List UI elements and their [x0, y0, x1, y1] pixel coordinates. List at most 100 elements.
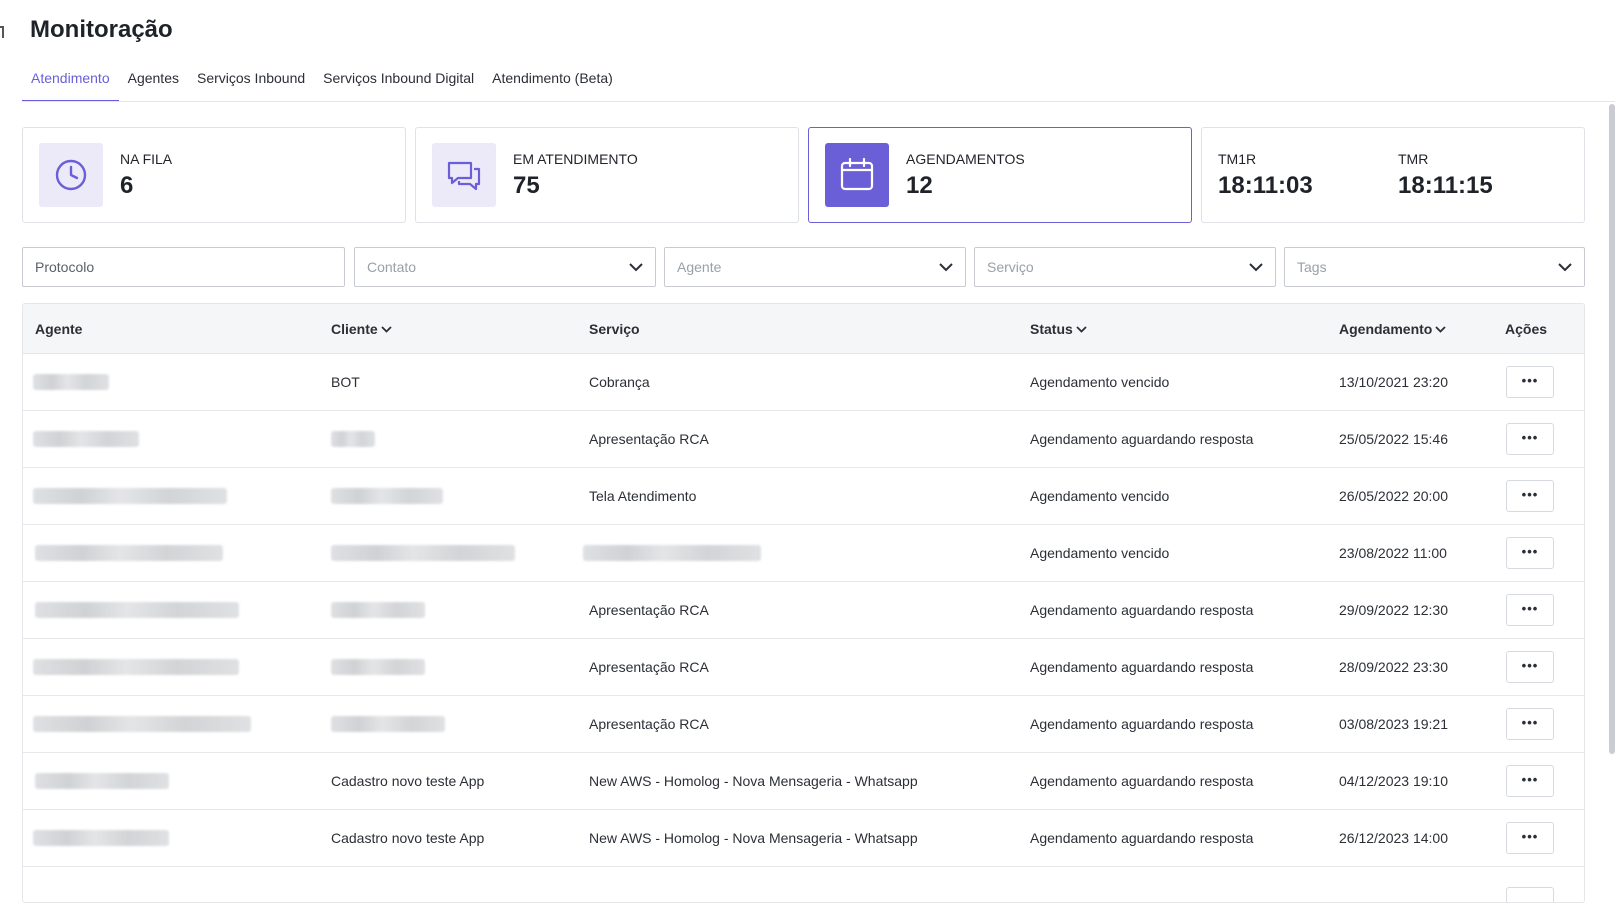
table-row[interactable]: Cadastro novo teste App New AWS - Homolo…	[23, 753, 1584, 810]
tags-placeholder: Tags	[1297, 259, 1327, 275]
table-row[interactable]: BOT Cobrança Agendamento vencido 13/10/2…	[23, 354, 1584, 411]
actions-cell: •••	[1506, 582, 1554, 638]
agendamento-cell: 25/05/2022 15:46	[1339, 431, 1448, 447]
agendamento-cell: 13/10/2021 23:20	[1339, 374, 1448, 390]
status-cell: Agendamento aguardando resposta	[1030, 602, 1254, 618]
servico-cell: New AWS - Homolog - Nova Mensageria - Wh…	[589, 830, 918, 846]
more-actions-button[interactable]: •••	[1506, 366, 1554, 398]
agendamento-cell: 26/12/2023 14:00	[1339, 830, 1448, 846]
cliente-cell-redacted	[331, 582, 425, 638]
servico-cell: Apresentação RCA	[589, 431, 709, 447]
tab-servicos-inbound[interactable]: Serviços Inbound	[196, 70, 306, 86]
tab-atendimento[interactable]: Atendimento	[22, 60, 119, 102]
page-title: Monitoração	[30, 16, 173, 43]
more-icon: •••	[1521, 828, 1539, 844]
col-label: Status	[1030, 321, 1073, 337]
card-value: 6	[120, 171, 134, 199]
more-actions-button[interactable]: •••	[1506, 537, 1554, 569]
status-cell: Agendamento aguardando resposta	[1030, 716, 1254, 732]
actions-cell: •••	[1506, 810, 1554, 866]
col-label: Ações	[1505, 321, 1548, 337]
col-label: Cliente	[331, 321, 378, 337]
agente-select[interactable]: Agente	[664, 247, 966, 287]
more-icon: •••	[1521, 372, 1539, 388]
chevron-down-icon	[1558, 262, 1572, 271]
more-icon: •••	[1521, 486, 1539, 502]
more-icon: •••	[1521, 714, 1539, 730]
table-row[interactable]: Agendamento vencido 23/08/2022 11:00 •••	[23, 525, 1584, 582]
status-cell: Agendamento vencido	[1030, 374, 1170, 390]
servico-cell: Tela Atendimento	[589, 488, 697, 504]
page-scrollbar[interactable]	[1609, 104, 1615, 754]
more-icon: •••	[1521, 429, 1539, 445]
table-row[interactable]: Tela Atendimento Agendamento vencido 26/…	[23, 468, 1584, 525]
cliente-cell: Cadastro novo teste App	[331, 773, 485, 789]
col-status-sort[interactable]: Status	[1030, 304, 1087, 354]
tabs-divider	[22, 101, 1615, 102]
actions-cell: •••	[1506, 639, 1554, 695]
servico-cell: New AWS - Homolog - Nova Mensageria - Wh…	[589, 773, 918, 789]
servico-placeholder: Serviço	[987, 259, 1034, 275]
servico-cell: Apresentação RCA	[589, 716, 709, 732]
tab-bar: Atendimento Agentes Serviços Inbound Ser…	[22, 60, 622, 102]
contato-placeholder: Contato	[367, 259, 417, 275]
table-row[interactable]: Apresentação RCA Agendamento aguardando …	[23, 696, 1584, 753]
more-actions-button[interactable]: •••	[1506, 594, 1554, 626]
chevron-down-icon	[1249, 262, 1263, 271]
contato-select[interactable]: Contato	[354, 247, 656, 287]
agendamento-cell: 28/09/2022 23:30	[1339, 659, 1448, 675]
agendamento-cell: 03/08/2023 19:21	[1339, 716, 1448, 732]
more-icon: •••	[1521, 771, 1539, 787]
card-agendamentos[interactable]: AGENDAMENTOS 12	[808, 127, 1192, 223]
servico-cell: Cobrança	[589, 374, 650, 390]
card-tempos: TM1R 18:11:03 TMR 18:11:15	[1201, 127, 1585, 223]
more-actions-button[interactable]: •••	[1506, 651, 1554, 683]
metric-tm1r: TM1R 18:11:03	[1218, 151, 1398, 200]
col-servico: Serviço	[589, 304, 640, 354]
card-em-atendimento[interactable]: EM ATENDIMENTO 75	[415, 127, 799, 223]
card-label: NA FILA	[120, 150, 173, 167]
cliente-cell-redacted	[331, 525, 515, 581]
tab-agentes[interactable]: Agentes	[127, 70, 179, 86]
more-icon: •••	[1521, 657, 1539, 673]
col-cliente-sort[interactable]: Cliente	[331, 304, 392, 354]
tags-select[interactable]: Tags	[1284, 247, 1585, 287]
table-row-partial[interactable]	[23, 867, 1584, 902]
agente-cell-redacted	[35, 753, 169, 809]
protocolo-input[interactable]: Protocolo	[22, 247, 345, 287]
col-acoes: Ações	[1505, 304, 1547, 354]
actions-cell: •••	[1506, 525, 1554, 581]
card-label: EM ATENDIMENTO	[513, 150, 638, 167]
more-actions-button[interactable]: •••	[1506, 423, 1554, 455]
table-row[interactable]: Cadastro novo teste App New AWS - Homolo…	[23, 810, 1584, 867]
chat-bubbles-icon	[432, 143, 496, 207]
tab-atendimento-beta[interactable]: Atendimento (Beta)	[492, 70, 613, 86]
col-agendamento-sort[interactable]: Agendamento	[1339, 304, 1446, 354]
cliente-cell-redacted	[331, 696, 445, 752]
agendamento-cell: 26/05/2022 20:00	[1339, 488, 1448, 504]
card-na-fila[interactable]: NA FILA 6	[22, 127, 406, 223]
clock-icon	[39, 143, 103, 207]
more-actions-button[interactable]: •••	[1506, 822, 1554, 854]
status-cell: Agendamento aguardando resposta	[1030, 830, 1254, 846]
card-label: AGENDAMENTOS	[906, 150, 1025, 167]
actions-cell: •••	[1506, 354, 1554, 410]
table-row[interactable]: Apresentação RCA Agendamento aguardando …	[23, 639, 1584, 696]
tab-servicos-inbound-digital[interactable]: Serviços Inbound Digital	[323, 70, 475, 86]
more-actions-button[interactable]: •••	[1506, 480, 1554, 512]
servico-select[interactable]: Serviço	[974, 247, 1276, 287]
status-cell: Agendamento vencido	[1030, 488, 1170, 504]
agendamento-cell: 29/09/2022 12:30	[1339, 602, 1448, 618]
metric-tmr: TMR 18:11:15	[1398, 151, 1578, 200]
collapse-sidebar-handle[interactable]	[0, 26, 4, 38]
more-actions-button[interactable]: •••	[1506, 765, 1554, 797]
metric-label: TM1R	[1218, 150, 1257, 167]
actions-cell: •••	[1506, 753, 1554, 809]
more-actions-button[interactable]: •••	[1506, 708, 1554, 740]
protocolo-placeholder: Protocolo	[35, 259, 95, 275]
table-row[interactable]: Apresentação RCA Agendamento aguardando …	[23, 582, 1584, 639]
more-actions-button[interactable]	[1506, 887, 1554, 902]
actions-cell: •••	[1506, 696, 1554, 752]
table-row[interactable]: Apresentação RCA Agendamento aguardando …	[23, 411, 1584, 468]
chevron-down-icon	[939, 262, 953, 271]
